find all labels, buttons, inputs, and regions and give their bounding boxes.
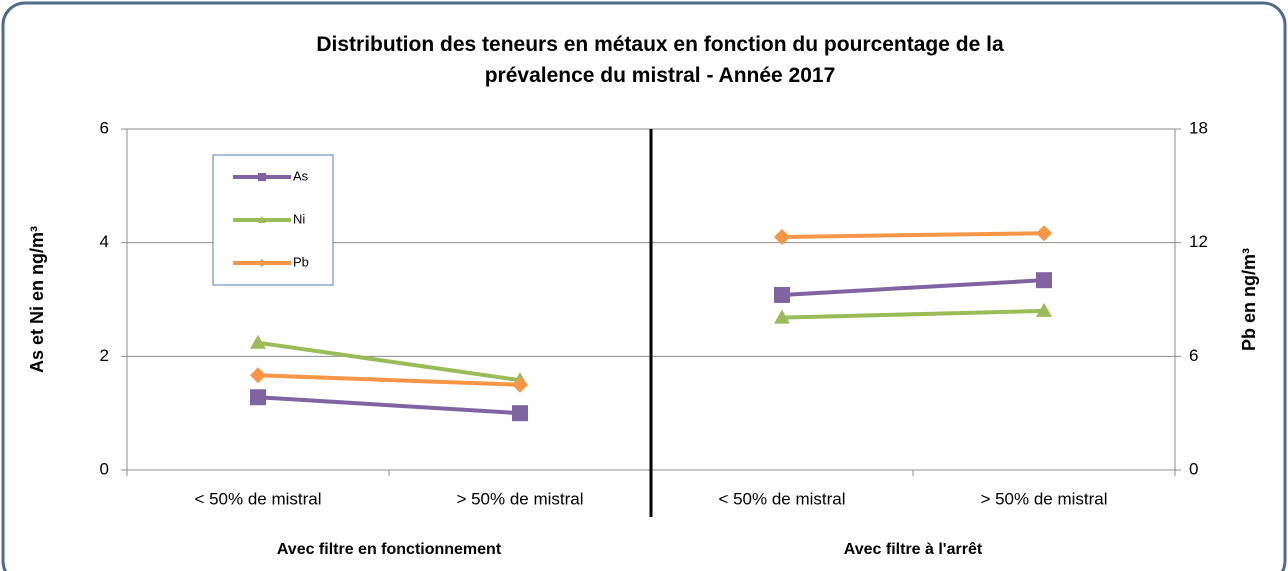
legend-label: As	[293, 168, 309, 183]
y2-tick-label: 12	[1189, 232, 1208, 251]
title-line: Distribution des teneurs en métaux en fo…	[316, 33, 1004, 56]
marker	[512, 376, 528, 393]
series-line	[257, 395, 521, 416]
x-tick-label: > 50% de mistral	[980, 489, 1107, 508]
series-line	[257, 373, 521, 387]
legend-marker	[258, 216, 266, 223]
legend-marker	[258, 173, 266, 181]
legend-marker	[258, 259, 266, 267]
y-tick-label: 6	[100, 118, 109, 137]
series-line	[781, 308, 1045, 320]
group-label: Avec filtre en fonctionnement	[277, 541, 502, 558]
y-tick-label: 4	[100, 232, 109, 251]
marker	[774, 309, 790, 324]
marker	[1036, 272, 1052, 289]
y2-tick-label: 18	[1189, 118, 1208, 137]
y2-axis-title: Pb en ng/m³	[1239, 248, 1259, 351]
y2-tick-label: 6	[1189, 346, 1198, 365]
y2-tick-label: 0	[1189, 459, 1198, 478]
series-line	[257, 340, 521, 383]
x-tick-label: > 50% de mistral	[456, 489, 583, 508]
y-tick-label: 0	[100, 459, 109, 478]
legend-label: Ni	[293, 211, 305, 226]
y-tick-label: 2	[100, 346, 109, 365]
legend-label: Pb	[293, 254, 309, 269]
x-tick-label: < 50% de mistral	[718, 489, 845, 508]
group-label: Avec filtre à l'arrêt	[844, 541, 983, 558]
series-line	[781, 231, 1045, 239]
marker	[250, 389, 266, 406]
marker	[774, 228, 790, 245]
marker	[1036, 302, 1052, 317]
marker	[512, 405, 528, 422]
marker	[774, 286, 790, 303]
y-axis-title: As et Ni en ng/m³	[27, 226, 47, 373]
marker	[250, 367, 266, 384]
chart-title: Distribution des teneurs en métaux en fo…	[316, 33, 1004, 87]
x-tick-label: < 50% de mistral	[194, 489, 321, 508]
series-line	[781, 278, 1045, 297]
title-line: prévalence du mistral - Année 2017	[485, 64, 836, 87]
marker	[1036, 225, 1052, 242]
marker	[250, 334, 266, 349]
